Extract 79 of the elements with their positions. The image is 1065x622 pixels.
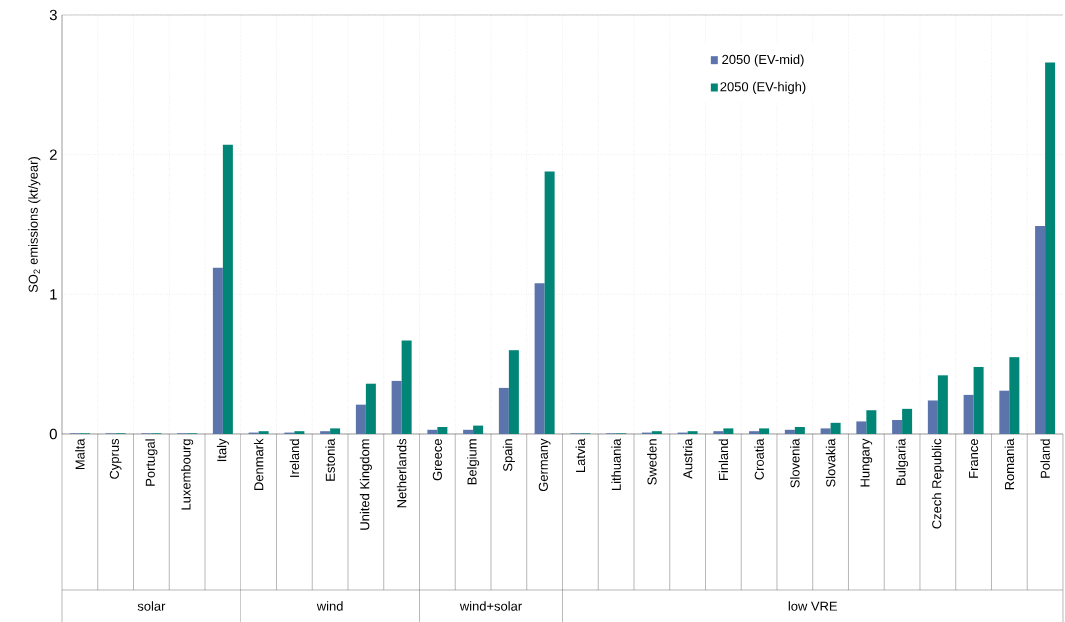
bar	[892, 420, 903, 434]
bar	[830, 422, 841, 434]
x-tick-label: Denmark	[253, 438, 264, 490]
bar	[749, 431, 760, 434]
y-tick-label: 2	[49, 149, 57, 160]
x-tick-label: Bulgaria	[896, 438, 909, 485]
x-tick-label: Luxembourg	[181, 439, 194, 510]
x-tick-label: France	[969, 439, 979, 478]
x-tick-label: Poland	[1040, 439, 1050, 478]
y-axis-title: SO$_{2}$ emissions (kt/year)	[28, 157, 41, 293]
bar	[866, 410, 877, 434]
bar	[651, 431, 662, 434]
legend-label: 2050 (EV-mid)	[722, 54, 804, 67]
bar	[498, 387, 509, 434]
x-tick-label: Malta	[75, 438, 85, 470]
bar	[427, 429, 438, 434]
x-tick-label: Ireland	[289, 439, 300, 477]
x-tick-label: Estonia	[325, 438, 335, 481]
y-tick-label: 0	[49, 428, 57, 440]
bar	[212, 267, 223, 434]
bar	[258, 431, 269, 434]
legend-label: 2050 (EV-high)	[720, 81, 806, 94]
bar	[1045, 62, 1056, 434]
bar	[973, 366, 984, 434]
bar	[856, 421, 867, 434]
x-tick-label: Slovakia	[825, 438, 836, 487]
x-tick-label: Latvia	[575, 438, 586, 472]
bar	[534, 283, 545, 434]
x-tick-label: Sweden	[647, 439, 657, 485]
bar	[391, 380, 402, 434]
x-tick-label: Cyprus	[109, 438, 122, 479]
bar	[222, 144, 233, 434]
x-tick-label: Croatia	[754, 438, 764, 480]
bar	[1035, 225, 1046, 434]
bar	[473, 425, 484, 434]
y-tick-label: 3	[49, 9, 57, 21]
x-tick-label: Lithuania	[611, 438, 621, 491]
bar	[687, 431, 698, 434]
x-tick-label: Romania	[1004, 438, 1015, 490]
x-tick-label: Czech Republic	[931, 438, 944, 529]
x-tick-label: Portugal	[145, 439, 158, 486]
x-tick-label: Germany	[538, 438, 551, 492]
bar	[365, 383, 376, 434]
bar	[1009, 357, 1020, 434]
x-tick-label: Slovenia	[790, 438, 800, 488]
bar	[927, 400, 938, 434]
bar	[330, 428, 341, 434]
bar	[508, 350, 519, 434]
x-tick-label: Italy	[216, 438, 229, 462]
bar	[355, 404, 366, 434]
y-tick-label: 1	[50, 289, 57, 300]
text: wind	[316, 601, 343, 611]
bar	[463, 429, 474, 434]
bar	[294, 431, 305, 434]
text: solar	[137, 601, 166, 611]
bar	[784, 429, 795, 434]
text: low VRE	[788, 601, 837, 611]
bar	[999, 390, 1010, 434]
bar	[937, 375, 948, 434]
text: wind+solar	[459, 601, 522, 611]
bar	[963, 394, 974, 434]
bar	[902, 408, 913, 434]
bar	[544, 171, 555, 434]
x-tick-label: Finland	[718, 439, 729, 480]
bar	[713, 431, 724, 434]
x-tick-label: United Kingdom	[359, 439, 372, 530]
bar	[759, 428, 770, 434]
bar	[320, 431, 331, 434]
bar	[437, 427, 448, 434]
x-tick-label: Hungary	[860, 438, 873, 487]
bar	[794, 427, 805, 434]
x-tick-label: Austria	[682, 438, 693, 479]
x-tick-label: Netherlands	[396, 438, 407, 508]
bar	[401, 340, 412, 434]
x-tick-label: Greece	[432, 439, 442, 481]
x-tick-label: Belgium	[467, 439, 480, 485]
x-tick-label: Spain	[502, 439, 515, 472]
bar	[820, 428, 831, 434]
bar	[723, 428, 734, 434]
